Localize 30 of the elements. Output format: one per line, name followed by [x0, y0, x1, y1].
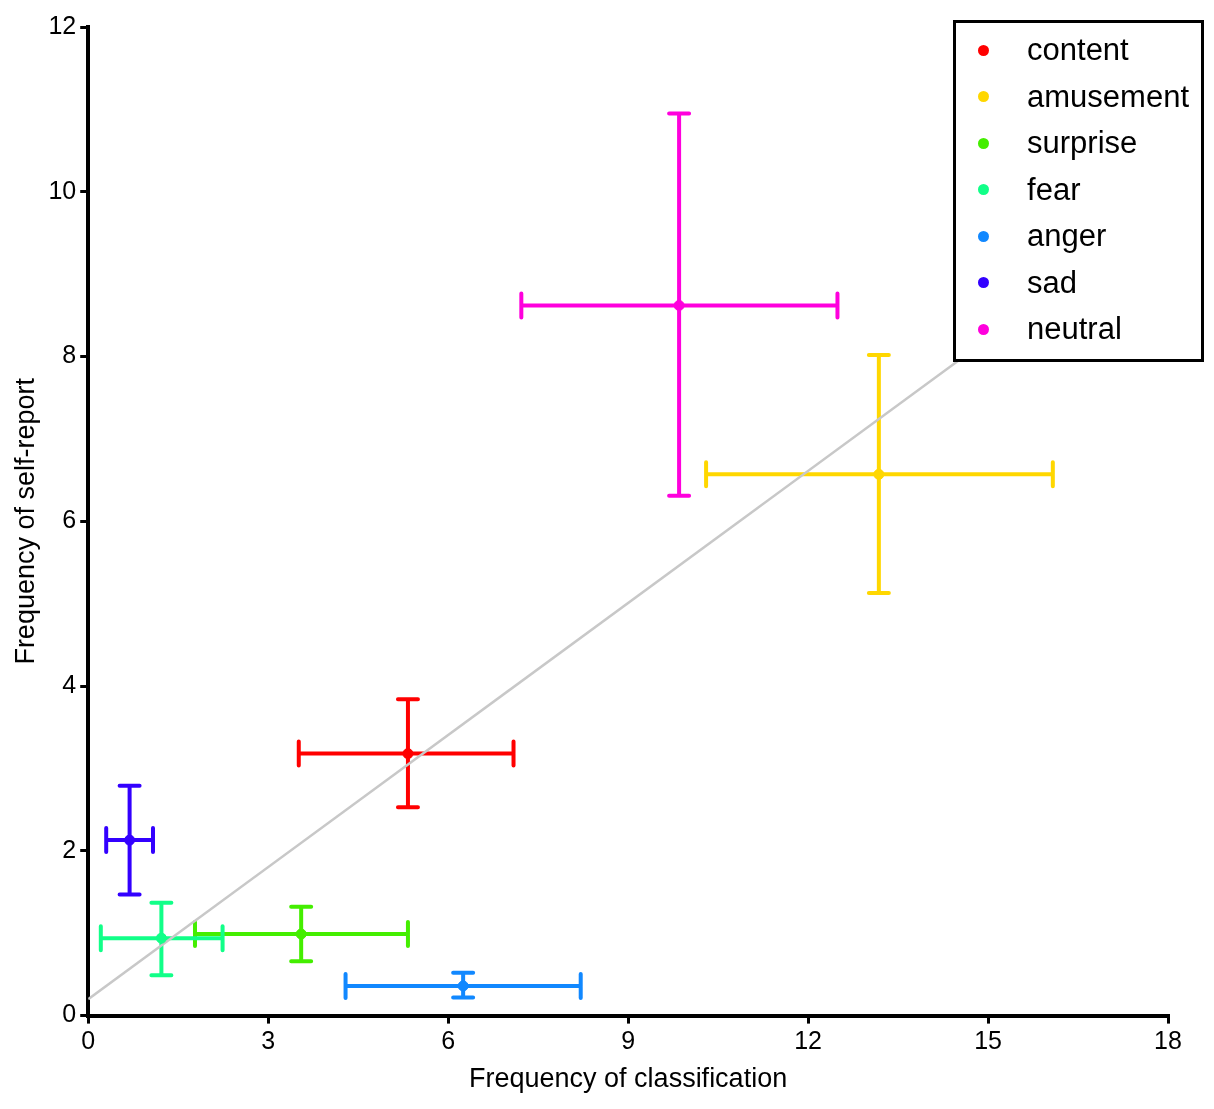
y-tick-label: 2	[62, 834, 77, 863]
legend-label: surprise	[1027, 125, 1138, 162]
legend-label: neutral	[1027, 311, 1122, 348]
y-axis-title: Frequency of self-report	[9, 377, 40, 665]
x-tick-label: 0	[81, 1026, 96, 1055]
legend-label: sad	[1027, 264, 1078, 301]
point	[402, 748, 414, 760]
legend-label: amusement	[1027, 78, 1189, 115]
point	[295, 928, 307, 940]
y-tick-label: 12	[48, 10, 77, 39]
point	[155, 932, 167, 944]
y-tick-label: 4	[62, 669, 77, 698]
x-tick-label: 18	[1154, 1026, 1182, 1055]
legend-label: fear	[1027, 171, 1081, 208]
point	[124, 834, 136, 846]
point	[457, 980, 469, 992]
x-tick-label: 3	[261, 1026, 276, 1055]
y-tick-label: 6	[62, 505, 77, 534]
x-tick-label: 6	[441, 1026, 456, 1055]
x-axis-title: Frequency of classification	[469, 1063, 788, 1094]
point	[873, 468, 885, 480]
y-tick-label: 0	[62, 999, 77, 1028]
y-tick-label: 10	[48, 175, 77, 204]
x-tick-label: 9	[621, 1026, 636, 1055]
legend-label: content	[1027, 32, 1129, 69]
point	[673, 299, 685, 311]
x-tick-label: 12	[794, 1026, 822, 1055]
y-tick-label: 8	[62, 340, 77, 369]
legend-label: anger	[1027, 218, 1107, 255]
x-tick-label: 15	[974, 1026, 1002, 1055]
